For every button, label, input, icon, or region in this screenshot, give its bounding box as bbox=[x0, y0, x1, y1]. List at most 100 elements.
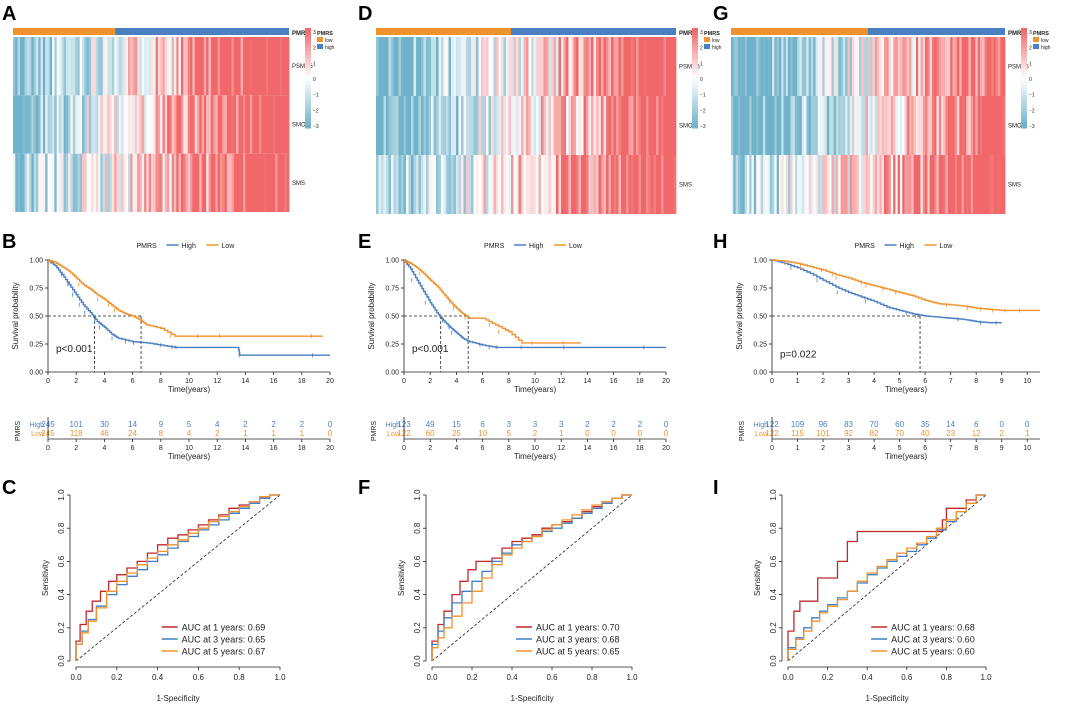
color-scale-step bbox=[692, 28, 698, 32]
heatmap-cell bbox=[95, 37, 99, 96]
heatmap-cell bbox=[606, 37, 609, 96]
heatmap-cell bbox=[536, 155, 539, 214]
heatmap-cell bbox=[240, 37, 244, 96]
x-tick-label: 8 bbox=[159, 378, 163, 385]
heatmap-cell bbox=[863, 155, 867, 214]
heatmap-cell bbox=[153, 153, 156, 212]
heatmap-cell bbox=[899, 155, 903, 214]
color-scale-step bbox=[1021, 58, 1027, 62]
heatmap-cell bbox=[820, 37, 823, 96]
heatmap-cell bbox=[751, 96, 755, 155]
x-tick-label: 0 bbox=[770, 378, 774, 385]
km-plot-H: PMRS High Low 0.00 0.25 0.50 0.75 1.00 0 1 2 3 4 5 6 7 8… bbox=[735, 243, 1040, 394]
legend-low-label: low bbox=[325, 38, 333, 44]
risk-x-axis-label: Time(years) bbox=[168, 452, 211, 461]
heatmap-cell bbox=[799, 96, 803, 155]
y-tick-label: 0.2 bbox=[769, 622, 778, 634]
heatmap-cell bbox=[187, 95, 191, 154]
x-axis-label: Time(years) bbox=[514, 385, 557, 394]
heatmap-cell bbox=[208, 37, 212, 96]
heatmap-cell bbox=[268, 37, 271, 96]
x-tick-label: 0.6 bbox=[193, 673, 205, 682]
risk-x-tick-label: 4 bbox=[454, 445, 458, 452]
x-tick-label: 1.0 bbox=[274, 673, 286, 682]
heatmap-cell bbox=[47, 153, 51, 212]
heatmap-cell bbox=[829, 96, 832, 155]
heatmap-cell bbox=[995, 155, 999, 214]
heatmap-cell bbox=[217, 37, 221, 96]
heatmap-cell bbox=[938, 96, 942, 155]
heatmap-cell bbox=[556, 37, 559, 96]
heatmap-cell bbox=[947, 155, 951, 214]
heatmap-cell bbox=[975, 155, 978, 214]
heatmap-cell bbox=[456, 155, 459, 214]
heatmap-cell bbox=[438, 37, 442, 96]
x-axis-label: 1-Specificity bbox=[865, 694, 908, 703]
risk-cell-low: 0 bbox=[328, 429, 333, 438]
heatmap-cell bbox=[909, 96, 912, 155]
heatmap-cell bbox=[383, 155, 387, 214]
heatmap-cell bbox=[24, 95, 28, 154]
heatmap-cell bbox=[121, 95, 124, 154]
heatmap-cell bbox=[833, 155, 837, 214]
heatmap-cell bbox=[421, 96, 424, 155]
heatmap-cell bbox=[646, 155, 649, 214]
heatmap-cell bbox=[180, 153, 184, 212]
heatmap-cell bbox=[503, 155, 507, 214]
heatmap-cell bbox=[888, 37, 892, 96]
heatmap-cell bbox=[178, 95, 182, 154]
heatmap-cell bbox=[945, 37, 949, 96]
heatmap-cell bbox=[393, 37, 397, 96]
heatmap-cell bbox=[197, 37, 200, 96]
heatmap-cell bbox=[458, 37, 462, 96]
x-tick-label: 3 bbox=[847, 378, 851, 385]
roc-curve-5yr bbox=[431, 494, 632, 661]
annotation-label: PMRS bbox=[679, 31, 696, 37]
heatmap-cell bbox=[206, 95, 209, 154]
x-tick-label: 8 bbox=[974, 378, 978, 385]
heatmap-cell bbox=[531, 155, 534, 214]
heatmap-cell bbox=[121, 37, 124, 96]
x-tick-label: 0.6 bbox=[901, 673, 913, 682]
heatmap-cell bbox=[945, 96, 949, 155]
heatmap-cell bbox=[431, 37, 434, 96]
heatmap-cell bbox=[59, 37, 62, 96]
heatmap-cell bbox=[478, 37, 482, 96]
heatmap-cell bbox=[268, 153, 271, 212]
heatmap-cell bbox=[396, 155, 399, 214]
x-tick-label: 9 bbox=[1000, 378, 1004, 385]
color-scale-step bbox=[305, 64, 311, 69]
heatmap-cell bbox=[954, 37, 958, 96]
heatmap-cell bbox=[533, 96, 537, 155]
heatmap-cell bbox=[418, 155, 422, 214]
y-axis-label: Survival probability bbox=[11, 282, 20, 349]
x-tick-label: 2 bbox=[821, 378, 825, 385]
heatmap-cell bbox=[546, 37, 549, 96]
heatmap-cell bbox=[618, 155, 622, 214]
heatmap-cell bbox=[563, 37, 567, 96]
heatmap-cell bbox=[874, 96, 878, 155]
risk-x-tick-label: 2 bbox=[821, 445, 825, 452]
heatmap-cell bbox=[416, 96, 419, 155]
km-curve-low bbox=[772, 259, 1040, 312]
heatmap-cell bbox=[920, 155, 924, 214]
heatmap-cell bbox=[61, 153, 64, 212]
heatmap-cell bbox=[623, 37, 627, 96]
heatmap-cell bbox=[943, 155, 947, 214]
heatmap-cell bbox=[91, 37, 94, 96]
heatmap-cell bbox=[100, 95, 104, 154]
risk-cell-low: 1 bbox=[559, 429, 564, 438]
heatmap-cell bbox=[656, 96, 659, 155]
heatmap-cell bbox=[95, 95, 99, 154]
heatmap-cell bbox=[943, 96, 947, 155]
heatmap-cell bbox=[740, 96, 743, 155]
heatmap-cell bbox=[957, 96, 960, 155]
heatmap-cell bbox=[893, 96, 896, 155]
x-tick-label: 18 bbox=[636, 378, 644, 385]
heatmap-cell bbox=[947, 96, 951, 155]
heatmap-cell bbox=[959, 96, 963, 155]
heatmap-cell bbox=[187, 37, 191, 96]
heatmap-cell bbox=[249, 95, 253, 154]
heatmap-cell bbox=[762, 37, 766, 96]
x-tick-label: 0.2 bbox=[111, 673, 123, 682]
